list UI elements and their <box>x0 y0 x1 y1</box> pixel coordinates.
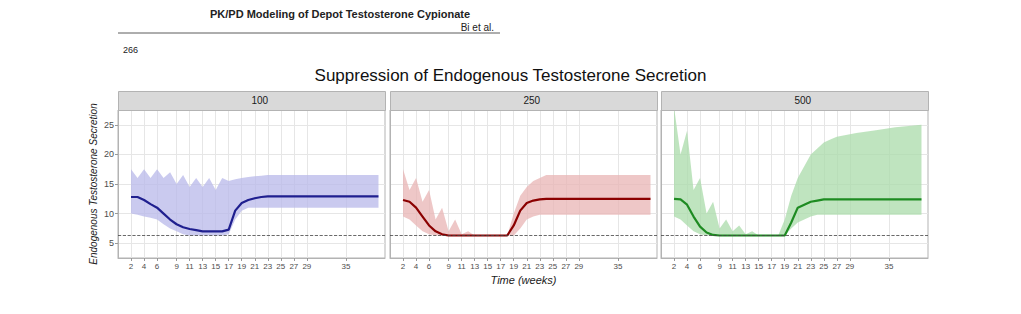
svg-text:21: 21 <box>793 262 802 271</box>
svg-text:35: 35 <box>341 262 350 271</box>
svg-text:11: 11 <box>185 262 194 271</box>
svg-text:13: 13 <box>198 262 207 271</box>
svg-text:29: 29 <box>845 262 854 271</box>
svg-text:100: 100 <box>251 95 268 106</box>
svg-text:27: 27 <box>289 262 298 271</box>
svg-text:25: 25 <box>548 262 557 271</box>
svg-text:Time (weeks): Time (weeks) <box>491 274 557 286</box>
svg-text:PK/PD Modeling of Depot Testos: PK/PD Modeling of Depot Testosterone Cyp… <box>210 8 470 20</box>
svg-text:Endogenous Testosterone Secret: Endogenous Testosterone Secretion <box>88 103 99 265</box>
svg-text:19: 19 <box>237 262 246 271</box>
svg-text:25: 25 <box>104 120 114 130</box>
svg-text:27: 27 <box>561 262 570 271</box>
svg-text:4: 4 <box>142 262 147 271</box>
svg-text:500: 500 <box>794 95 811 106</box>
svg-text:6: 6 <box>698 262 703 271</box>
svg-text:9: 9 <box>174 262 179 271</box>
svg-text:15: 15 <box>483 262 492 271</box>
svg-text:11: 11 <box>457 262 466 271</box>
svg-text:25: 25 <box>276 262 285 271</box>
svg-text:25: 25 <box>819 262 828 271</box>
svg-text:250: 250 <box>523 95 540 106</box>
svg-text:9: 9 <box>446 262 451 271</box>
svg-text:4: 4 <box>685 262 690 271</box>
svg-text:6: 6 <box>427 262 432 271</box>
svg-text:266: 266 <box>123 45 138 55</box>
svg-text:21: 21 <box>250 262 259 271</box>
svg-text:29: 29 <box>574 262 583 271</box>
svg-text:29: 29 <box>302 262 311 271</box>
svg-text:15: 15 <box>754 262 763 271</box>
svg-text:17: 17 <box>224 262 233 271</box>
svg-text:2: 2 <box>129 262 134 271</box>
svg-text:15: 15 <box>104 179 114 189</box>
svg-text:35: 35 <box>613 262 622 271</box>
svg-text:23: 23 <box>263 262 272 271</box>
svg-text:2: 2 <box>401 262 406 271</box>
svg-text:9: 9 <box>717 262 722 271</box>
svg-text:13: 13 <box>470 262 479 271</box>
svg-text:13: 13 <box>741 262 750 271</box>
svg-text:21: 21 <box>522 262 531 271</box>
svg-text:5: 5 <box>109 238 114 248</box>
svg-text:2: 2 <box>672 262 677 271</box>
svg-text:6: 6 <box>155 262 160 271</box>
svg-text:Suppression of Endogenous Test: Suppression of Endogenous Testosterone S… <box>315 66 707 85</box>
svg-text:10: 10 <box>104 209 114 219</box>
svg-text:Bi et al.: Bi et al. <box>461 22 494 33</box>
svg-text:4: 4 <box>414 262 419 271</box>
svg-text:23: 23 <box>535 262 544 271</box>
svg-text:11: 11 <box>728 262 737 271</box>
svg-text:19: 19 <box>780 262 789 271</box>
svg-text:17: 17 <box>767 262 776 271</box>
svg-text:19: 19 <box>509 262 518 271</box>
svg-text:17: 17 <box>496 262 505 271</box>
svg-text:35: 35 <box>884 262 893 271</box>
svg-text:23: 23 <box>806 262 815 271</box>
svg-text:27: 27 <box>832 262 841 271</box>
svg-text:20: 20 <box>104 149 114 159</box>
svg-text:15: 15 <box>211 262 220 271</box>
